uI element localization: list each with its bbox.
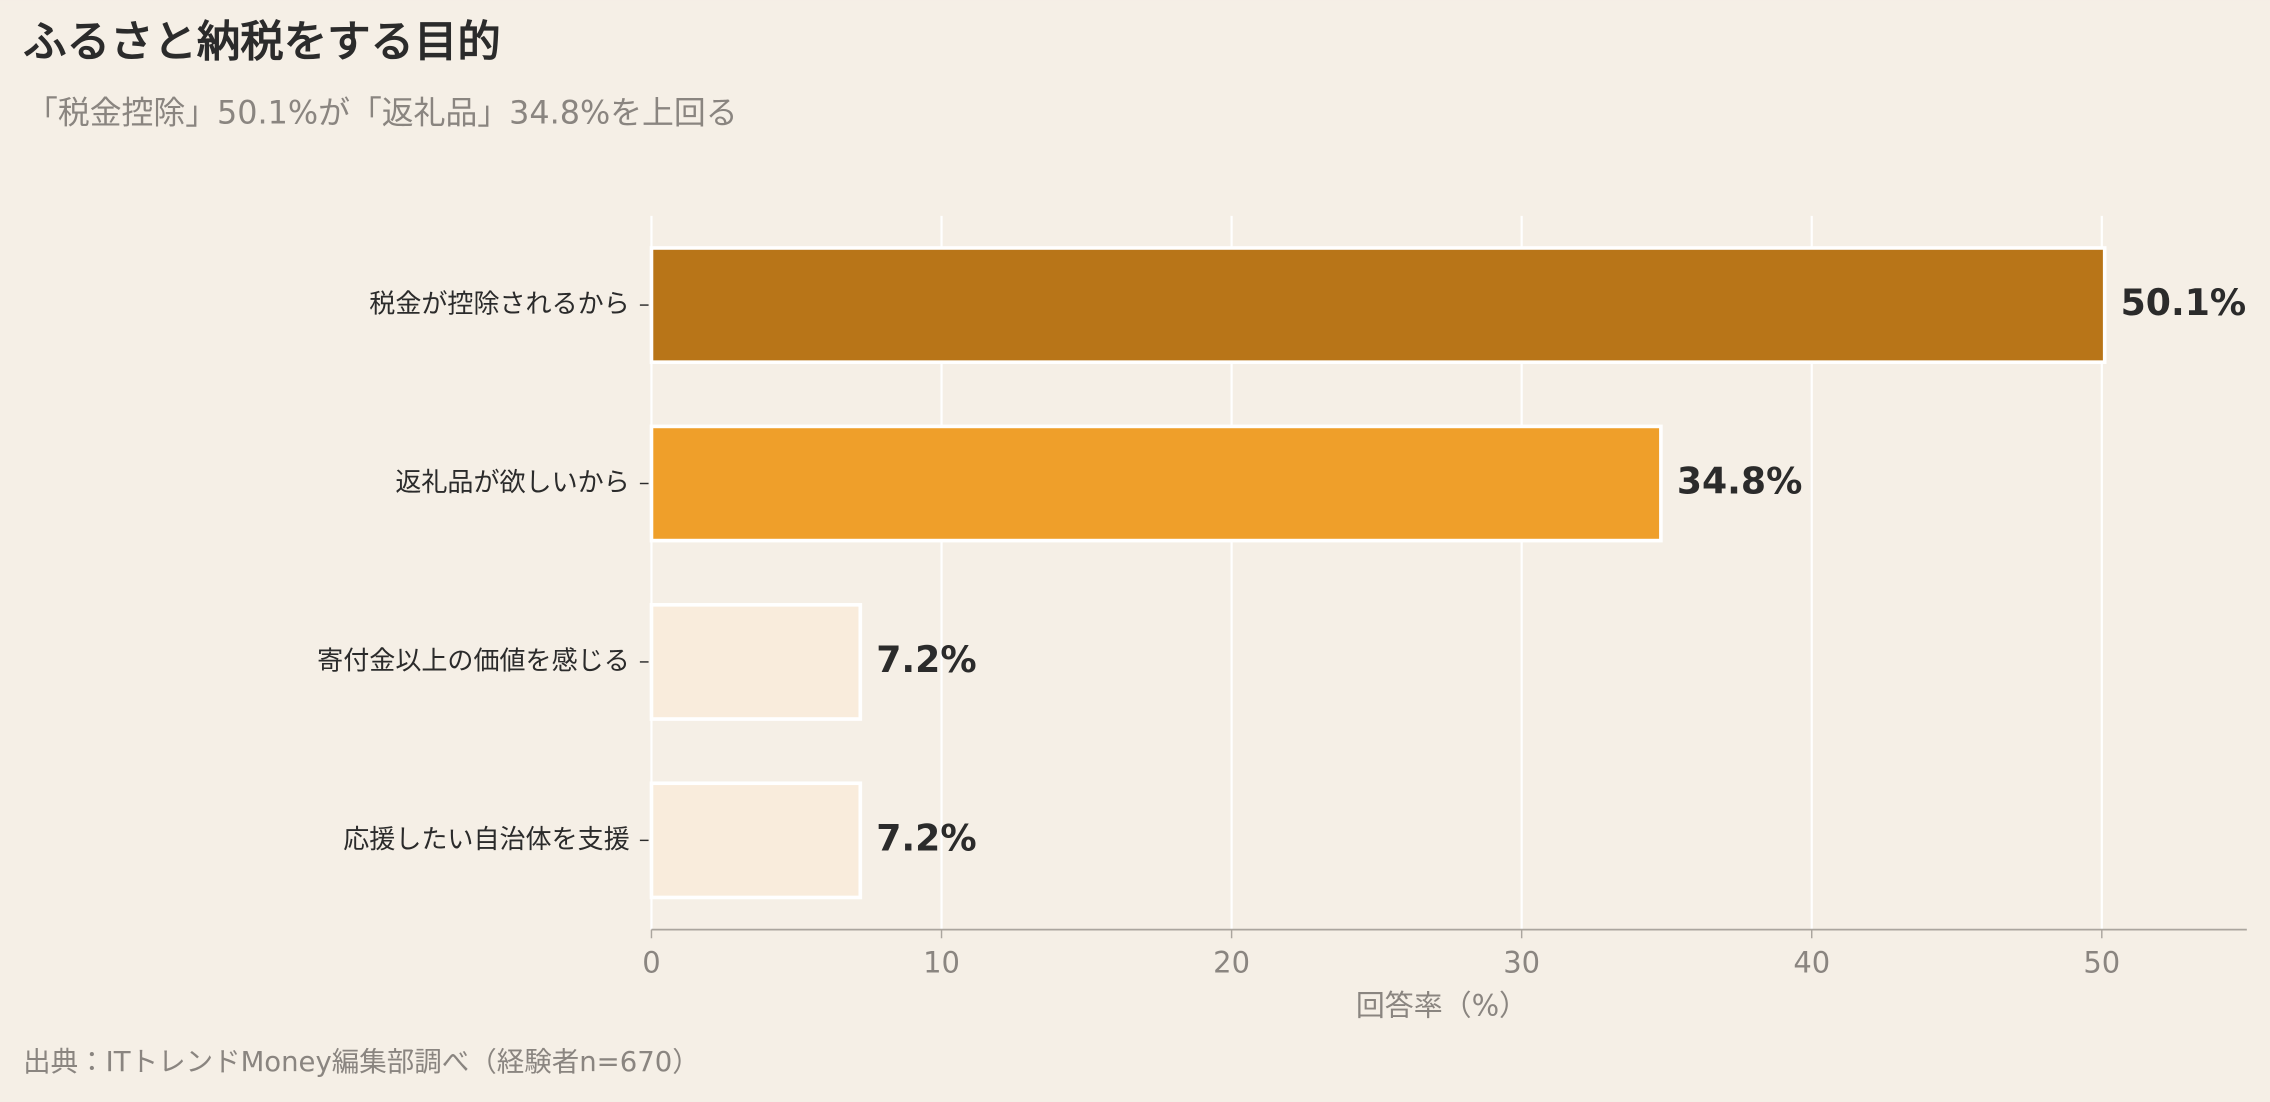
- x-tick-label: 0: [642, 945, 660, 979]
- y-tick-label: 税金が控除されるから: [369, 290, 629, 320]
- x-tick-label: 20: [1213, 945, 1250, 979]
- x-axis-label: 回答率（%）: [1356, 989, 1528, 1023]
- bar: [649, 603, 863, 721]
- chart-subtitle: 「税金控除」50.1%が「返礼品」34.8%を上回る: [26, 94, 737, 132]
- value-label: 34.8%: [1677, 460, 1803, 503]
- source-note: 出典：ITトレンドMoney編集部調べ（経験者n=670）: [23, 1046, 700, 1078]
- y-tick-label: 返礼品が欲しいから: [395, 468, 629, 498]
- value-label: 7.2%: [876, 638, 976, 681]
- x-tick-label: 40: [1793, 945, 1830, 979]
- x-tick-label: 50: [2083, 945, 2120, 979]
- x-tick-label: 30: [1503, 945, 1540, 979]
- value-label: 50.1%: [2121, 281, 2247, 324]
- bar: [649, 781, 863, 900]
- value-label: 7.2%: [876, 816, 976, 859]
- x-tick-label: 10: [923, 945, 960, 979]
- chart-title: ふるさと納税をする目的: [23, 18, 501, 68]
- bar: [649, 246, 2107, 364]
- bar: [649, 424, 1663, 543]
- y-tick-label: 応援したい自治体を支援: [343, 825, 630, 855]
- y-tick-label: 寄付金以上の価値を感じる: [317, 646, 630, 676]
